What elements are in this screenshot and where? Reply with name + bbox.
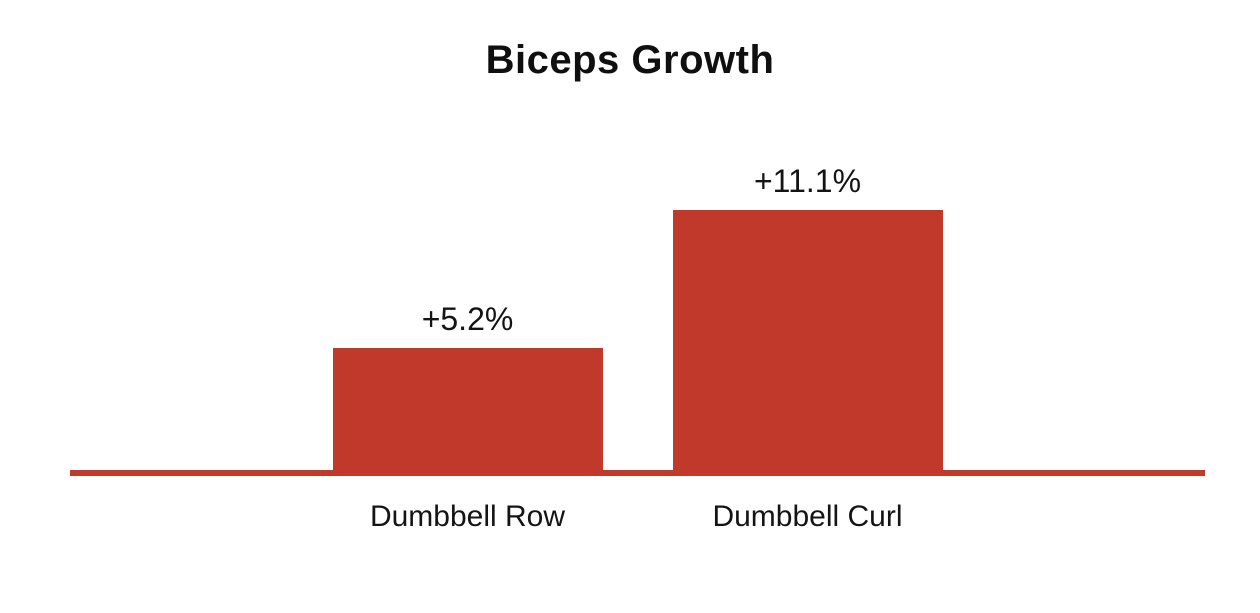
category-label-dumbbell-curl: Dumbbell Curl — [673, 500, 943, 534]
biceps-growth-chart: Biceps Growth +5.2% +11.1% Dumbbell Row … — [0, 0, 1260, 613]
value-label-dumbbell-row: +5.2% — [333, 301, 603, 338]
value-label-dumbbell-curl: +11.1% — [673, 163, 943, 200]
chart-plot-area: +5.2% +11.1% — [70, 210, 1205, 470]
bar-dumbbell-row — [333, 348, 603, 470]
category-label-dumbbell-row: Dumbbell Row — [333, 500, 603, 534]
chart-baseline — [70, 470, 1205, 476]
bar-dumbbell-curl — [673, 210, 943, 470]
chart-title: Biceps Growth — [0, 38, 1260, 83]
